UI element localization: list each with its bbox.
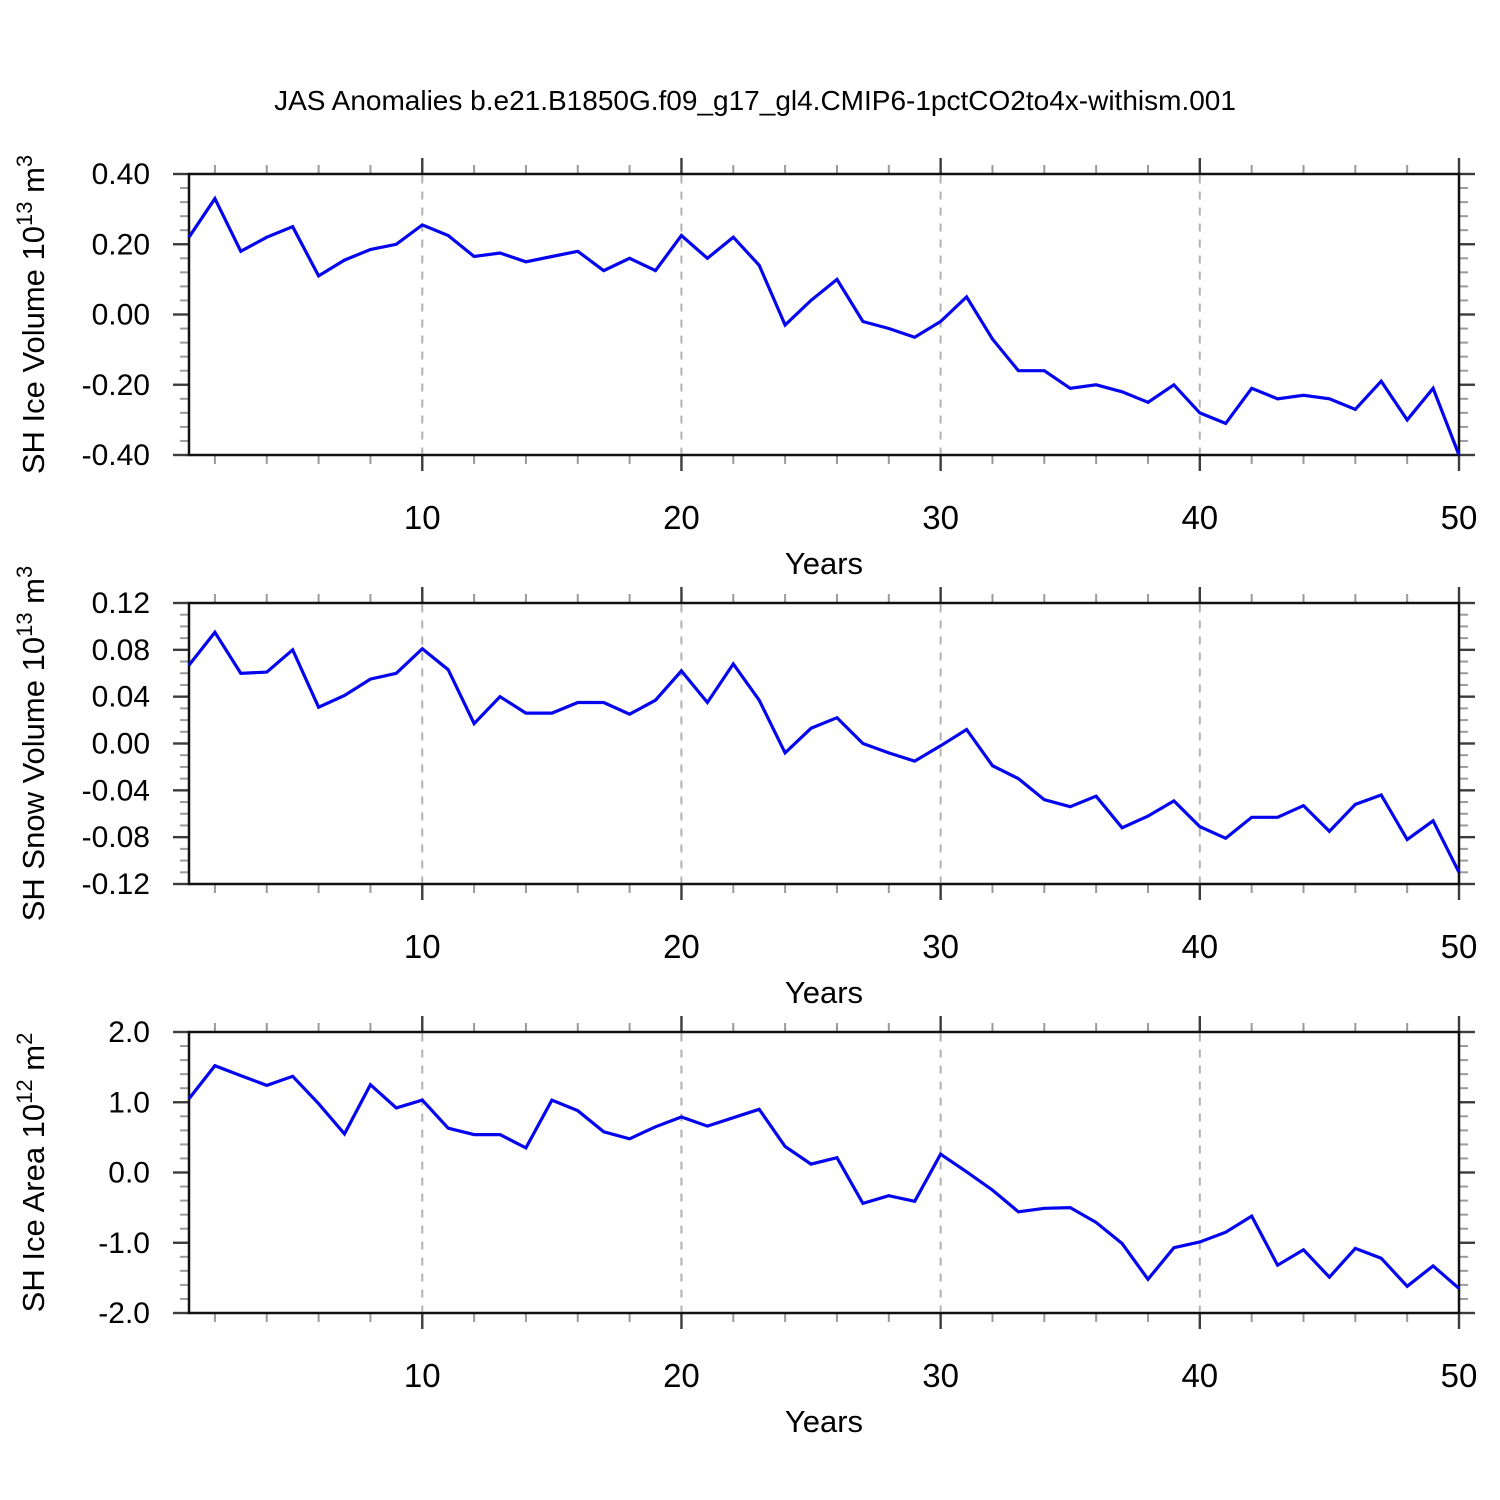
- x-tick-label: 40: [1181, 1357, 1218, 1394]
- x-axis-title: Years: [785, 546, 863, 581]
- panel-sh-ice-volume: 10 20 30 40 50 0.40 0.20 0.00 -0.20 -0.40 Years SH …: [12, 155, 1477, 581]
- x-tick-label: 40: [1181, 499, 1218, 536]
- y-tick-label: -2.0: [98, 1297, 150, 1330]
- chart-title: JAS Anomalies b.e21.B1850G.f09_g17_gl4.C…: [274, 85, 1236, 116]
- panel-border: [187, 172, 1461, 457]
- x-tick-label: 20: [663, 928, 700, 965]
- x-axis-title: Years: [785, 975, 863, 1010]
- x-tick-label: 50: [1441, 499, 1478, 536]
- y-tick-label: 0.0: [108, 1157, 150, 1190]
- x-tick-label: 10: [404, 499, 441, 536]
- data-series-line: [187, 1063, 1461, 1290]
- x-tick-label: 10: [404, 1357, 441, 1394]
- x-tick-label: 20: [663, 499, 700, 536]
- panel-border: [187, 601, 1461, 886]
- x-tick-label: 50: [1441, 1357, 1478, 1394]
- y-tick-label: 0.20: [92, 228, 150, 261]
- data-series-line: [187, 195, 1461, 456]
- x-tick-label: 30: [922, 928, 959, 965]
- panel-border: [187, 1030, 1461, 1315]
- y-tick-label: -0.08: [82, 821, 150, 854]
- y-axis-title: SH Ice Area 1012 m2: [12, 1033, 51, 1313]
- x-tick-label: 20: [663, 1357, 700, 1394]
- y-tick-label: -1.0: [98, 1227, 150, 1260]
- y-tick-label: 1.0: [108, 1086, 150, 1119]
- x-axis-title: Years: [785, 1404, 863, 1439]
- x-tick-label: 30: [922, 499, 959, 536]
- y-tick-label: 0.04: [92, 681, 150, 714]
- y-tick-label: -0.20: [82, 369, 150, 402]
- y-tick-label: 0.08: [92, 634, 150, 667]
- y-tick-label: -0.40: [82, 439, 150, 472]
- y-axis-title: SH Snow Volume 1013 m3: [12, 566, 51, 922]
- y-tick-label: 0.00: [92, 728, 150, 761]
- x-tick-label: 30: [922, 1357, 959, 1394]
- y-tick-label: -0.12: [82, 868, 150, 901]
- panels-group: 10 20 30 40 50 0.40 0.20 0.00 -0.20 -0.40 Years SH …: [12, 155, 1477, 1439]
- y-tick-label: -0.04: [82, 774, 150, 807]
- y-tick-label: 0.40: [92, 158, 150, 191]
- y-tick-label: 0.00: [92, 299, 150, 332]
- y-tick-label: 0.12: [92, 587, 150, 620]
- panel-sh-snow-volume: 10 20 30 40 50 0.12 0.08 0.04 0.00 -0.04 -0.08 -0.1…: [12, 566, 1477, 1010]
- x-tick-label: 40: [1181, 928, 1218, 965]
- panel-sh-ice-area: 10 20 30 40 50 2.0 1.0 0.0 -1.0 -2.0 Years SH Ice A…: [12, 1016, 1477, 1439]
- x-tick-label: 50: [1441, 928, 1478, 965]
- y-axis-title: SH Ice Volume 1013 m3: [12, 155, 51, 474]
- y-tick-label: 2.0: [108, 1016, 150, 1049]
- data-series-line: [187, 629, 1461, 874]
- x-tick-label: 10: [404, 928, 441, 965]
